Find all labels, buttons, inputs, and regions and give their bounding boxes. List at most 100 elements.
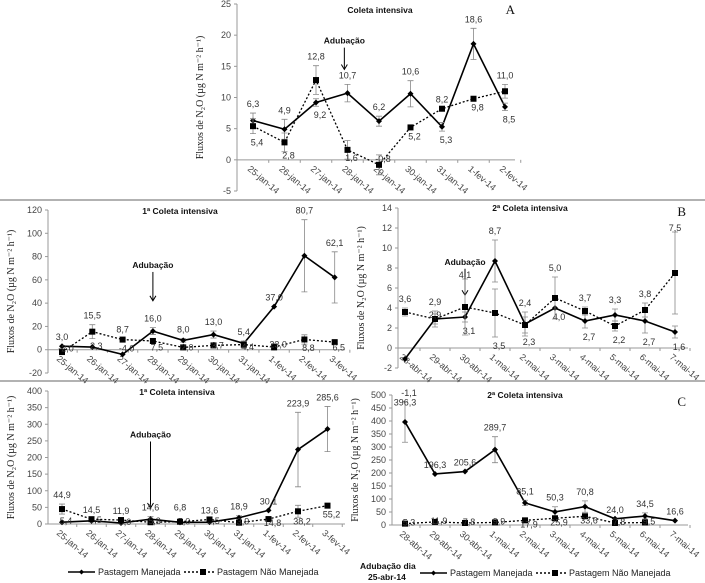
data-label-managed: 16,6 [666, 507, 684, 517]
y-tick-label: 350 [371, 429, 386, 439]
data-label-unmanaged: 11,0 [497, 70, 514, 80]
panel-label: A [506, 2, 516, 17]
data-label-managed: 70,8 [576, 487, 594, 497]
data-point-unmanaged [612, 323, 618, 329]
data-label-unmanaged: 4,1 [459, 270, 472, 280]
y-tick-label: 25 [221, 0, 231, 9]
x-tick-label: 6-mai-14 [638, 352, 672, 382]
data-point-managed [642, 513, 648, 520]
data-point-managed [470, 40, 477, 47]
data-point-unmanaged [331, 339, 338, 346]
y-tick-label: 200 [27, 453, 42, 463]
data-point-unmanaged [642, 519, 648, 526]
x-tick-label: 29-jan-14 [173, 528, 209, 560]
y-tick-label: 50 [32, 502, 42, 512]
x-tick-label: 25-jan-14 [55, 528, 91, 560]
data-point-unmanaged [439, 105, 445, 112]
data-label-managed: 3,1 [463, 326, 476, 336]
data-label-unmanaged: -0,8 [375, 154, 391, 164]
data-label-unmanaged: 3,7 [579, 293, 592, 303]
diamond-marker-icon [79, 569, 84, 575]
data-label-unmanaged: 25,9 [550, 517, 568, 527]
data-label-unmanaged: 2,0 [181, 343, 194, 353]
data-point-unmanaged [462, 519, 468, 526]
data-label-managed: 2,3 [90, 341, 103, 351]
data-label-unmanaged: 5,3 [403, 518, 416, 528]
data-label-managed: 289,7 [484, 423, 507, 433]
y-tick-label: 100 [371, 494, 386, 504]
x-tick-label: 3-mai-14 [548, 352, 582, 382]
data-label-unmanaged: 9,5 [643, 517, 656, 527]
x-tick-label: 1-fev-14 [466, 164, 498, 193]
chart-title: 2ª Coleta intensiva [492, 203, 568, 213]
x-tick-label: 7-mai-14 [668, 529, 702, 559]
data-label-unmanaged: 15,5 [84, 311, 102, 321]
data-label-managed: 2,7 [583, 332, 596, 342]
y-tick-label: 20 [221, 30, 231, 40]
series-line-unmanaged [404, 272, 676, 327]
y-tick-label: 250 [371, 455, 386, 465]
data-label-unmanaged: 5,0 [549, 263, 562, 273]
data-label-unmanaged: 3,7 [211, 341, 224, 351]
data-point-unmanaged [376, 161, 382, 168]
data-label-managed: 4,9 [278, 105, 291, 115]
data-label-unmanaged: 3,9 [237, 517, 250, 527]
x-tick-label: 26-jan-14 [84, 528, 120, 560]
data-label-managed: 3,0 [56, 332, 69, 342]
y-tick-label: 300 [27, 419, 42, 429]
data-label-unmanaged: 7,8 [613, 517, 626, 527]
chart-2: -2 0 2 4 6 8 10 12 14 28-abr-1429-abr-1430-abr-14… [356, 203, 701, 398]
data-label-managed: 8,7 [489, 226, 502, 236]
data-point-managed [612, 312, 618, 318]
x-tick-label: 27-jan-14 [114, 528, 150, 560]
data-label-managed: 80,7 [296, 206, 314, 216]
data-label-unmanaged: 13,6 [201, 505, 219, 515]
data-point-unmanaged [59, 349, 65, 356]
legend-unmanaged: Pastagem Não Manejada [569, 568, 671, 578]
y-tick-label: 0 [37, 519, 42, 529]
data-label-managed: 34,5 [636, 499, 654, 509]
data-point-managed [402, 356, 408, 362]
data-label-unmanaged: 44,9 [53, 490, 71, 500]
x-tick-label: 28-abr-14 [398, 529, 434, 562]
legend-managed: Pastagem Manejada [450, 568, 533, 578]
series-line-unmanaged [61, 505, 328, 524]
x-tick-label: 30-abr-14 [458, 352, 494, 385]
y-tick-label: 4 [387, 303, 392, 313]
data-point-unmanaged [344, 146, 351, 153]
y-tick-label: 80 [32, 252, 42, 262]
y-tick-label: 500 [371, 390, 386, 400]
y-axis-label: Fluxos de N₂O (µg N m⁻² h⁻¹) [6, 230, 17, 354]
x-tick-label: 5-mai-14 [608, 529, 642, 559]
x-tick-label: 31-jan-14 [232, 528, 268, 560]
x-tick-label: 29-jan-14 [372, 164, 408, 196]
data-label-unmanaged: 23,0 [269, 340, 287, 350]
y-tick-label: 40 [32, 298, 42, 308]
chart-title: Coleta intensiva [347, 5, 412, 15]
data-point-managed [331, 274, 338, 281]
x-tick-label: 29-abr-14 [428, 529, 464, 562]
x-tick-label: 28-abr-14 [398, 352, 434, 385]
data-label-unmanaged: 14,8 [264, 518, 282, 528]
diamond-marker-icon [431, 570, 436, 576]
data-point-managed [180, 337, 187, 344]
data-point-managed [89, 344, 96, 351]
y-tick-label: 2 [387, 323, 392, 333]
y-tick-label: -20 [29, 368, 42, 378]
data-point-unmanaged [271, 344, 278, 351]
data-point-unmanaged [402, 309, 408, 315]
data-point-unmanaged [502, 88, 508, 95]
data-point-managed [492, 446, 498, 453]
data-point-managed [552, 508, 558, 515]
y-axis-label: Fluxos de N₂O (µg N m⁻² h⁻¹) [356, 226, 367, 350]
data-point-unmanaged [281, 139, 288, 146]
data-point-unmanaged [492, 519, 498, 526]
fertilization-annotation: Adubação [324, 36, 365, 46]
y-tick-label: 450 [371, 403, 386, 413]
y-tick-label: 0 [37, 345, 42, 355]
data-label-unmanaged: 2,3 [523, 337, 536, 347]
data-label-managed: 6,2 [373, 102, 386, 112]
data-label-unmanaged: 14,5 [83, 505, 101, 515]
y-axis-label: Fluxos de N₂O (µg N m⁻² h⁻¹) [350, 398, 361, 522]
